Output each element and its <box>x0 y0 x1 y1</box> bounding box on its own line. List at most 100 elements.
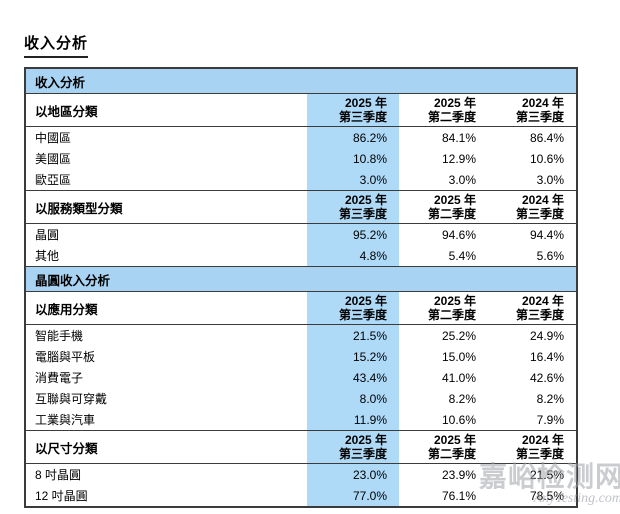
quarter-year: 2024 年 <box>521 193 565 207</box>
row-label-cell: 晶圓 <box>35 228 60 242</box>
value-cell: 5.4% <box>448 248 476 263</box>
table-row: 美國區 10.8% 12.9% 10.6% <box>25 148 577 169</box>
quarter-header-cell: 2024 年第三季度 <box>488 190 578 224</box>
table-row: 歐亞區 3.0% 3.0% 3.0% <box>25 169 577 191</box>
value-cell: 7.9% <box>536 412 565 427</box>
value-cell: 42.6% <box>529 370 565 385</box>
quarter-period: 第二季度 <box>427 308 476 322</box>
quarter-year: 2025 年 <box>344 193 387 207</box>
quarter-period: 第三季度 <box>516 308 565 322</box>
table-row: 中國區 86.2% 84.1% 86.4% <box>25 126 577 148</box>
quarter-period: 第二季度 <box>427 207 476 221</box>
value-cell: 10.6% <box>529 151 565 166</box>
value-cell: 94.4% <box>529 227 565 242</box>
quarter-period: 第二季度 <box>427 447 476 461</box>
table-row: 8 吋晶圓 23.0% 23.9% 21.5% <box>25 463 577 485</box>
value-cell: 4.8% <box>307 245 399 267</box>
quarter-period: 第三季度 <box>338 308 387 322</box>
value-cell: 23.0% <box>307 463 399 485</box>
value-cell: 3.0% <box>536 172 565 187</box>
group-header-row: 以服務類型分類 2025 年第三季度 2025 年第二季度 2024 年第三季度 <box>25 190 578 224</box>
value-cell: 78.5% <box>529 488 565 503</box>
table-row: 智能手機 21.5% 25.2% 24.9% <box>25 324 577 346</box>
value-cell: 84.1% <box>441 130 476 145</box>
value-cell: 15.0% <box>441 349 476 364</box>
quarter-period: 第三季度 <box>516 110 565 124</box>
table-row: 12 吋晶圓 77.0% 76.1% 78.5% <box>25 485 577 507</box>
value-cell: 8.0% <box>307 388 399 409</box>
value-cell: 15.2% <box>307 346 399 367</box>
row-label-cell: 工業與汽車 <box>35 413 96 427</box>
quarter-period: 第三季度 <box>338 207 387 221</box>
group-header-label: 以服務類型分類 <box>25 190 307 224</box>
quarter-period: 第三季度 <box>516 207 565 221</box>
value-cell: 11.9% <box>307 409 399 431</box>
quarter-header-cell: 2025 年第二季度 <box>399 93 488 127</box>
quarter-header-cell: 2025 年第三季度 <box>307 190 399 224</box>
quarter-period: 第三季度 <box>338 110 387 124</box>
quarter-year: 2024 年 <box>521 96 565 110</box>
row-label-cell: 12 吋晶圓 <box>35 489 88 503</box>
row-label-cell: 消費電子 <box>35 371 84 385</box>
value-cell: 10.8% <box>307 148 399 169</box>
value-cell: 41.0% <box>441 370 476 385</box>
value-cell: 5.6% <box>536 248 565 263</box>
quarter-header-cell: 2025 年第三季度 <box>307 430 399 464</box>
value-cell: 94.6% <box>441 227 476 242</box>
group-header-row: 以尺寸分類 2025 年第三季度 2025 年第二季度 2024 年第三季度 <box>25 430 578 464</box>
quarter-header-cell: 2025 年第三季度 <box>307 291 399 325</box>
table-row: 互聯與可穿戴 8.0% 8.2% 8.2% <box>25 388 577 409</box>
quarter-period: 第三季度 <box>516 447 565 461</box>
row-label-cell: 智能手機 <box>35 329 84 343</box>
row-label-cell: 中國區 <box>35 131 72 145</box>
quarter-period: 第三季度 <box>338 447 387 461</box>
value-cell: 23.9% <box>441 467 476 482</box>
value-cell: 8.2% <box>536 391 565 406</box>
quarter-year: 2025 年 <box>344 294 387 308</box>
value-cell: 77.0% <box>307 485 399 507</box>
value-cell: 25.2% <box>441 328 476 343</box>
quarter-header-cell: 2024 年第三季度 <box>488 430 578 464</box>
group-header-row: 以應用分類 2025 年第三季度 2025 年第二季度 2024 年第三季度 <box>25 291 578 325</box>
quarter-year: 2025 年 <box>433 96 476 110</box>
section-banner-label: 收入分析 <box>25 67 578 94</box>
quarter-year: 2024 年 <box>521 294 565 308</box>
value-cell: 76.1% <box>441 488 476 503</box>
value-cell: 86.4% <box>529 130 565 145</box>
row-label-cell: 互聯與可穿戴 <box>35 392 108 406</box>
quarter-year: 2025 年 <box>344 433 387 447</box>
revenue-table-body: 收入分析 以地區分類 2025 年第三季度 2025 年第二季度 2024 年第三季度中… <box>25 67 578 507</box>
value-cell: 12.9% <box>441 151 476 166</box>
value-cell: 21.5% <box>529 467 565 482</box>
table-row: 消費電子 43.4% 41.0% 42.6% <box>25 367 577 388</box>
section-banner-row: 晶圓收入分析 <box>25 266 578 292</box>
group-header-label: 以尺寸分類 <box>25 430 307 464</box>
table-row: 晶圓 95.2% 94.6% 94.4% <box>25 223 577 245</box>
row-label-cell: 8 吋晶圓 <box>35 468 82 482</box>
value-cell: 95.2% <box>307 223 399 245</box>
quarter-header-cell: 2025 年第二季度 <box>399 190 488 224</box>
quarter-header-cell: 2024 年第三季度 <box>488 93 578 127</box>
value-cell: 3.0% <box>448 172 476 187</box>
row-label-cell: 美國區 <box>35 152 72 166</box>
quarter-header-cell: 2025 年第二季度 <box>399 291 488 325</box>
value-cell: 8.2% <box>448 391 476 406</box>
value-cell: 3.0% <box>307 169 399 191</box>
group-header-label: 以應用分類 <box>25 291 307 325</box>
section-banner-label: 晶圓收入分析 <box>25 266 578 292</box>
quarter-header-cell: 2025 年第三季度 <box>307 93 399 127</box>
quarter-year: 2025 年 <box>433 433 476 447</box>
row-label-cell: 其他 <box>35 249 60 263</box>
value-cell: 10.6% <box>441 412 476 427</box>
table-row: 工業與汽車 11.9% 10.6% 7.9% <box>25 409 577 431</box>
quarter-year: 2025 年 <box>344 96 387 110</box>
quarter-period: 第二季度 <box>427 110 476 124</box>
value-cell: 24.9% <box>529 328 565 343</box>
value-cell: 43.4% <box>307 367 399 388</box>
quarter-year: 2025 年 <box>433 294 476 308</box>
row-label-cell: 電腦與平板 <box>35 350 96 364</box>
quarter-year: 2024 年 <box>521 433 565 447</box>
table-row: 電腦與平板 15.2% 15.0% 16.4% <box>25 346 577 367</box>
quarter-header-cell: 2024 年第三季度 <box>488 291 578 325</box>
value-cell: 16.4% <box>529 349 565 364</box>
